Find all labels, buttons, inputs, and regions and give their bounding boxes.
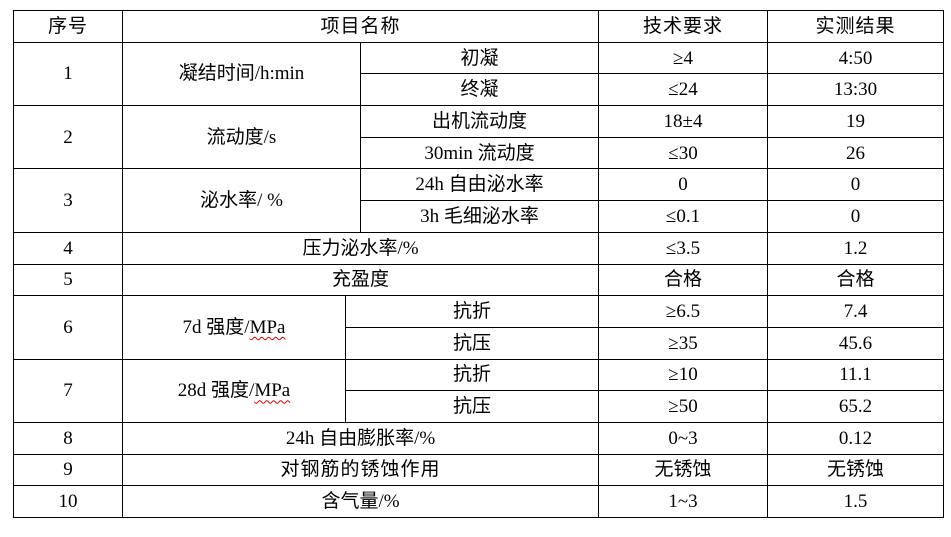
header-result: 实测结果 [767, 10, 945, 43]
row-no: 8 [13, 421, 123, 455]
sub-item: 3h 毛细泌水率 [359, 200, 600, 233]
item-unit: MPa [254, 380, 291, 402]
result: 0.12 [767, 421, 945, 455]
table-row: 2 流动度/s 出机流动度 18±4 19 [13, 105, 945, 170]
row-item: 7d 强度/MPa [122, 295, 346, 360]
result: 65.2 [767, 390, 945, 423]
row-item: 充盈度 [121, 263, 600, 297]
test-results-table: 序号 项目名称 技术要求 实测结果 1 凝结时间/h:min 初凝 ≥4 4:5… [13, 10, 945, 518]
requirement: 0 [598, 168, 769, 202]
requirement: ≤24 [598, 73, 769, 107]
requirement: ≤30 [598, 136, 769, 170]
result: 45.6 [767, 326, 945, 360]
row-item: 流动度/s [122, 105, 361, 170]
row-item: 压力泌水率/% [121, 231, 600, 265]
sub-item: 30min 流动度 [359, 136, 600, 170]
table-row: 4 压力泌水率/% ≤3.5 1.2 [13, 231, 945, 265]
row-item: 24h 自由膨胀率/% [121, 421, 600, 455]
requirement: ≥4 [598, 41, 769, 75]
row-item: 含气量/% [121, 485, 600, 518]
result: 无锈蚀 [767, 453, 945, 487]
table-row: 3 泌水率/ % 24h 自由泌水率 0 0 [13, 168, 945, 233]
sub-item: 抗折 [344, 295, 600, 328]
row-no: 2 [13, 105, 123, 170]
result: 1.2 [767, 231, 945, 265]
requirement: 合格 [598, 263, 769, 297]
row-no: 4 [13, 231, 123, 265]
row-item: 28d 强度/MPa [122, 358, 346, 423]
requirement: ≥50 [598, 390, 769, 423]
requirement: 18±4 [598, 105, 769, 138]
result: 1.5 [767, 485, 945, 518]
table-row: 3h 毛细泌水率 ≤0.1 0 [14, 200, 945, 233]
sub-item: 抗压 [344, 390, 600, 423]
row-item: 泌水率/ % [122, 168, 361, 233]
sub-item: 抗折 [344, 358, 600, 392]
result: 13:30 [767, 73, 945, 107]
row-item: 凝结时间/h:min [122, 41, 361, 107]
table-row: 8 24h 自由膨胀率/% 0~3 0.12 [13, 421, 945, 455]
header-no: 序号 [13, 10, 123, 43]
table-row: 抗压 ≥35 45.6 [14, 326, 945, 360]
requirement: 0~3 [598, 421, 769, 455]
result: 4:50 [767, 41, 945, 75]
result: 19 [767, 105, 945, 138]
row-no: 1 [13, 41, 123, 107]
row-no: 7 [13, 358, 123, 423]
row-no: 5 [13, 263, 123, 297]
table-row: 9 对钢筋的锈蚀作用 无锈蚀 无锈蚀 [13, 453, 945, 487]
sub-item: 初凝 [359, 41, 600, 75]
item-prefix: 7d 强度/ [182, 316, 250, 338]
row-item: 对钢筋的锈蚀作用 [121, 453, 600, 487]
requirement: ≥6.5 [598, 295, 769, 328]
result: 26 [767, 136, 945, 170]
row-no: 9 [13, 453, 123, 487]
table-row: 终凝 ≤24 13:30 [14, 73, 945, 107]
requirement: ≤3.5 [598, 231, 769, 265]
table-row: 6 7d 强度/MPa 抗折 ≥6.5 7.4 [13, 295, 945, 360]
sub-item: 抗压 [344, 326, 600, 360]
item-unit: MPa [249, 316, 286, 338]
header-row: 序号 项目名称 技术要求 实测结果 [13, 10, 945, 43]
header-requirement: 技术要求 [598, 10, 769, 43]
table-row: 30min 流动度 ≤30 26 [14, 136, 945, 170]
item-prefix: 28d 强度/ [177, 380, 255, 402]
table-row: 5 充盈度 合格 合格 [13, 263, 945, 297]
sub-item: 出机流动度 [359, 105, 600, 138]
requirement: 无锈蚀 [598, 453, 769, 487]
result: 7.4 [767, 295, 945, 328]
result: 0 [767, 168, 945, 202]
table-row: 7 28d 强度/MPa 抗折 ≥10 11.1 [13, 358, 945, 423]
row-no: 3 [13, 168, 123, 233]
result: 0 [767, 200, 945, 233]
table-row: 10 含气量/% 1~3 1.5 [13, 485, 945, 518]
result: 合格 [767, 263, 945, 297]
table-row: 1 凝结时间/h:min 初凝 ≥4 4:50 [13, 41, 945, 107]
requirement: 1~3 [598, 485, 769, 518]
result: 11.1 [767, 358, 945, 392]
sub-item: 24h 自由泌水率 [359, 168, 600, 202]
requirement: ≤0.1 [598, 200, 769, 233]
requirement: ≥35 [598, 326, 769, 360]
requirement: ≥10 [598, 358, 769, 392]
row-no: 6 [13, 295, 123, 360]
header-item: 项目名称 [121, 10, 600, 43]
sub-item: 终凝 [359, 73, 600, 107]
row-no: 10 [13, 485, 123, 518]
